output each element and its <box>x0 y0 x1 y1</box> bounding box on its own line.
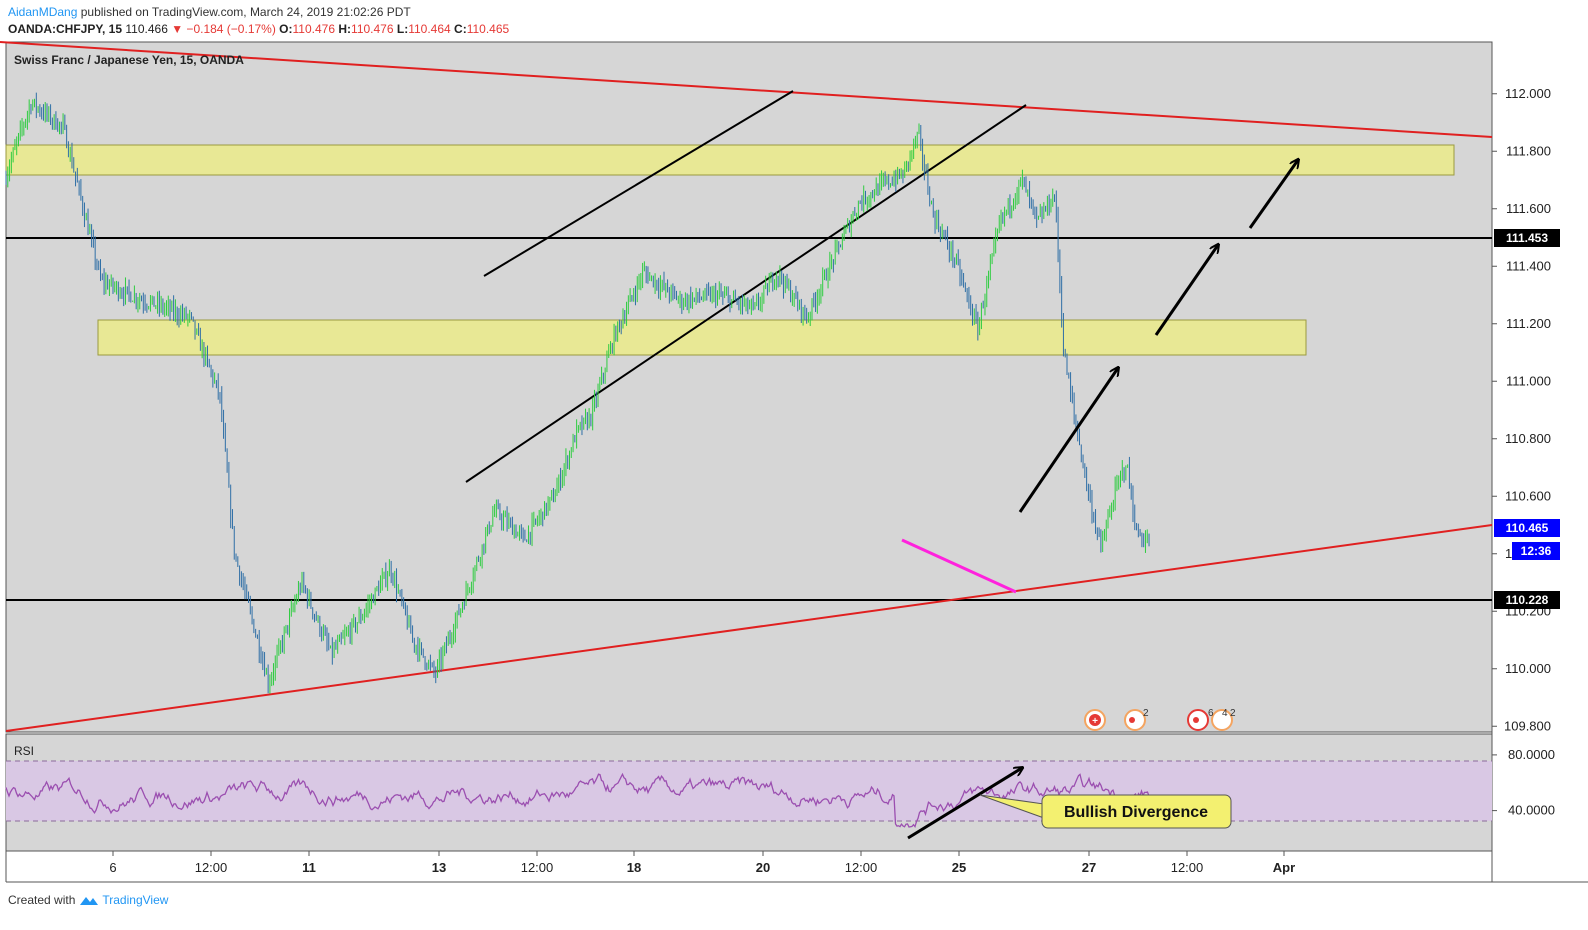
rsi-tick-label: 80.0000 <box>1508 747 1555 762</box>
projection-arrow-3[interactable] <box>1248 160 1298 229</box>
event-dot-icon <box>1193 717 1199 723</box>
channel-bottom-line[interactable] <box>465 104 1027 483</box>
published-text: published on TradingView.com, March 24, … <box>80 5 411 19</box>
open-label: O: <box>279 22 293 36</box>
level-tag-text: 111.453 <box>1506 231 1548 245</box>
price-tick-label: 110.600 <box>1505 488 1551 503</box>
price-tick-label: 110.000 <box>1505 661 1551 676</box>
countdown-tag-bg <box>1512 542 1560 560</box>
time-tick-label: Apr <box>1273 860 1295 875</box>
price-tick-label: 111.400 <box>1506 258 1551 273</box>
rsi-tick-label: 40.0000 <box>1508 803 1555 818</box>
level-tag-text: 110.228 <box>1506 593 1549 607</box>
time-tick-label: 12:00 <box>845 860 878 875</box>
time-tick-label: 11 <box>302 860 316 875</box>
price-tick-label: 111.000 <box>1506 373 1551 388</box>
price-tick-label: 111.800 <box>1506 143 1551 158</box>
high-value: 110.476 <box>351 22 394 36</box>
event-dot-icon <box>1089 714 1101 726</box>
event-count: 4 <box>1222 708 1228 719</box>
open-value: 110.476 <box>292 22 336 36</box>
time-tick-label: 6 <box>109 860 116 875</box>
countdown-tag-text: 12:36 <box>1521 544 1552 558</box>
level-tag-lower[interactable]: 110.228 <box>1494 591 1560 609</box>
rsi-title: RSI <box>14 744 34 758</box>
high-label: H: <box>338 22 352 36</box>
tradingview-logo-icon <box>80 897 99 905</box>
last-price: 110.466 <box>125 22 168 36</box>
low-value: 110.464 <box>408 22 451 36</box>
close-label: C: <box>454 22 467 36</box>
divergence-line-price[interactable] <box>901 538 1017 594</box>
time-tick-label: 13 <box>432 860 446 875</box>
plus-icon: + <box>1092 716 1098 727</box>
time-tick-label: 18 <box>627 860 641 875</box>
ohlc-line: OANDA:CHFJPY, 15 110.466 ▼ −0.184 (−0.17… <box>8 22 509 36</box>
time-tick-label: 12:00 <box>1171 860 1204 875</box>
time-axis[interactable]: 6 12:00 11 13 12:00 18 20 12:00 25 27 12:00 Apr <box>109 851 1295 875</box>
event-badges[interactable]: + 2 6 4 2 <box>1084 708 1236 731</box>
low-label: L: <box>396 22 409 36</box>
rsi-axis[interactable]: 80.0000 40.0000 <box>1492 747 1555 818</box>
publish-info: AidanMDang published on TradingView.com,… <box>8 5 411 19</box>
rsi-band <box>6 761 1492 821</box>
lower-trendline[interactable] <box>5 524 1493 732</box>
time-tick-label: 27 <box>1082 860 1096 875</box>
rsi-divergence-arrow[interactable] <box>907 768 1022 840</box>
callout-text: Bullish Divergence <box>1064 804 1208 821</box>
chart-title: Swiss Franc / Japanese Yen, 15, OANDA <box>14 53 244 67</box>
symbol-label: OANDA:CHFJPY, 15 <box>8 22 123 36</box>
current-price-tag[interactable]: 110.465 12:36 <box>1494 519 1560 560</box>
channel-top-line[interactable] <box>483 90 794 277</box>
time-tick-label: 12:00 <box>521 860 554 875</box>
time-tick-label: 20 <box>756 860 770 875</box>
created-with-label: Created with <box>8 893 76 907</box>
level-tag-upper[interactable]: 111.453 <box>1494 229 1560 247</box>
time-tick-label: 12:00 <box>195 860 228 875</box>
price-tick-label: 111.600 <box>1506 201 1551 216</box>
event-badge-icon[interactable] <box>1211 709 1233 731</box>
candle-series <box>5 92 1150 694</box>
price-tag-text: 110.465 <box>1506 521 1549 535</box>
time-tick-label: 25 <box>952 860 966 875</box>
support-zone[interactable] <box>97 319 1307 356</box>
price-tick-label: 112.000 <box>1505 86 1551 101</box>
bullish-divergence-callout[interactable]: Bullish Divergence <box>979 794 1232 829</box>
callout-box <box>1041 794 1232 829</box>
event-count: 2 <box>1143 708 1149 719</box>
resistance-zone[interactable] <box>5 144 1455 176</box>
close-value: 110.465 <box>466 22 510 36</box>
price-tick-label: 109.800 <box>1504 718 1551 733</box>
event-dot-icon <box>1129 717 1135 723</box>
upper-trendline[interactable] <box>0 41 1493 138</box>
price-change: ▼ −0.184 (−0.17%) <box>171 22 276 36</box>
price-tick-label: 110.800 <box>1505 431 1551 446</box>
price-tick-label: 111.200 <box>1506 316 1551 331</box>
rsi-line[interactable] <box>5 772 1150 828</box>
event-count: 6 <box>1208 708 1214 719</box>
event-count: 2 <box>1230 708 1236 719</box>
brand-name: TradingView <box>102 893 169 907</box>
projection-arrow-1[interactable] <box>1018 368 1118 513</box>
price-tag-bg <box>1494 519 1560 537</box>
projection-arrow-2[interactable] <box>1154 245 1218 336</box>
footer: Created with TradingView <box>8 893 168 907</box>
author-link[interactable]: AidanMDang <box>8 5 78 19</box>
level-tag-bg <box>1494 229 1560 247</box>
level-tag-bg <box>1494 591 1560 609</box>
price-axis[interactable]: 112.000 111.800 111.600 111.400 111.200 111.0… <box>1492 86 1551 734</box>
tradingview-logo[interactable]: TradingView <box>79 893 168 907</box>
